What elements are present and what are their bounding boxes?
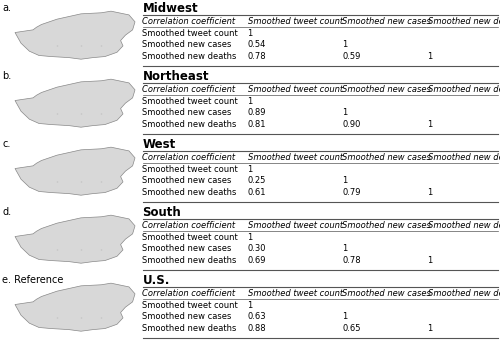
Text: Correlation coefficient: Correlation coefficient: [142, 221, 236, 230]
Text: 0.78: 0.78: [248, 52, 266, 61]
Text: 0.61: 0.61: [248, 188, 266, 197]
Text: a.: a.: [2, 3, 12, 13]
Text: 1: 1: [248, 29, 253, 37]
Text: 0.54: 0.54: [248, 40, 266, 49]
Text: 0.78: 0.78: [342, 256, 361, 265]
Text: Smoothed tweet count: Smoothed tweet count: [142, 29, 238, 37]
Text: Smoothed tweet count: Smoothed tweet count: [142, 165, 238, 173]
Text: e. Reference: e. Reference: [2, 275, 64, 285]
Text: c.: c.: [2, 139, 11, 149]
Text: 0.59: 0.59: [342, 52, 361, 61]
Text: 1: 1: [342, 244, 348, 253]
Text: 1: 1: [342, 40, 348, 49]
Text: 1: 1: [428, 52, 433, 61]
Text: West: West: [142, 138, 176, 151]
Text: Smoothed new cases: Smoothed new cases: [142, 312, 232, 321]
Text: Smoothed tweet count: Smoothed tweet count: [142, 301, 238, 309]
Polygon shape: [15, 79, 135, 127]
Text: Smoothed tweet count: Smoothed tweet count: [142, 233, 238, 241]
Text: 0.90: 0.90: [342, 120, 361, 129]
Text: South: South: [142, 206, 181, 219]
Text: 1: 1: [248, 301, 253, 309]
Text: 1: 1: [248, 97, 253, 105]
Text: 1: 1: [248, 165, 253, 173]
Text: 1: 1: [428, 120, 433, 129]
Text: 0.30: 0.30: [248, 244, 266, 253]
Text: 1: 1: [342, 312, 348, 321]
Text: 0.88: 0.88: [248, 324, 266, 333]
Text: Smoothed new deaths: Smoothed new deaths: [142, 120, 237, 129]
Text: Smoothed new deaths: Smoothed new deaths: [142, 52, 237, 61]
Text: Smoothed new deaths: Smoothed new deaths: [428, 221, 500, 230]
Text: Smoothed new deaths: Smoothed new deaths: [142, 324, 237, 333]
Text: Smoothed new deaths: Smoothed new deaths: [428, 17, 500, 26]
Polygon shape: [15, 215, 135, 263]
Text: Smoothed new cases: Smoothed new cases: [342, 221, 432, 230]
Text: Smoothed new deaths: Smoothed new deaths: [142, 188, 237, 197]
Text: 1: 1: [248, 233, 253, 241]
Text: Smoothed tweet count: Smoothed tweet count: [248, 221, 342, 230]
Text: Smoothed new cases: Smoothed new cases: [142, 40, 232, 49]
Text: Smoothed tweet count: Smoothed tweet count: [248, 17, 342, 26]
Text: Northeast: Northeast: [142, 70, 209, 83]
Text: Smoothed new cases: Smoothed new cases: [342, 289, 432, 298]
Text: b.: b.: [2, 71, 12, 81]
Text: Correlation coefficient: Correlation coefficient: [142, 153, 236, 162]
Text: Smoothed tweet count: Smoothed tweet count: [248, 153, 342, 162]
Text: 1: 1: [428, 188, 433, 197]
Text: Correlation coefficient: Correlation coefficient: [142, 17, 236, 26]
Text: Smoothed new cases: Smoothed new cases: [342, 153, 432, 162]
Text: 0.89: 0.89: [248, 108, 266, 117]
Text: d.: d.: [2, 207, 12, 217]
Text: Correlation coefficient: Correlation coefficient: [142, 85, 236, 94]
Text: Smoothed tweet count: Smoothed tweet count: [248, 85, 342, 94]
Text: Smoothed tweet count: Smoothed tweet count: [142, 97, 238, 105]
Text: Midwest: Midwest: [142, 2, 198, 15]
Text: 1: 1: [428, 324, 433, 333]
Text: 0.25: 0.25: [248, 176, 266, 185]
Text: Smoothed new deaths: Smoothed new deaths: [428, 85, 500, 94]
Polygon shape: [15, 147, 135, 195]
Text: 0.79: 0.79: [342, 188, 361, 197]
Text: Smoothed new cases: Smoothed new cases: [142, 244, 232, 253]
Polygon shape: [15, 11, 135, 59]
Text: Smoothed new deaths: Smoothed new deaths: [428, 153, 500, 162]
Text: Smoothed new cases: Smoothed new cases: [342, 85, 432, 94]
Text: Smoothed new deaths: Smoothed new deaths: [428, 289, 500, 298]
Text: 0.81: 0.81: [248, 120, 266, 129]
Text: 0.69: 0.69: [248, 256, 266, 265]
Text: Smoothed new deaths: Smoothed new deaths: [142, 256, 237, 265]
Text: Smoothed new cases: Smoothed new cases: [142, 176, 232, 185]
Text: Smoothed new cases: Smoothed new cases: [342, 17, 432, 26]
Text: Smoothed new cases: Smoothed new cases: [142, 108, 232, 117]
Text: 1: 1: [342, 176, 348, 185]
Polygon shape: [15, 283, 135, 331]
Text: Smoothed tweet count: Smoothed tweet count: [248, 289, 342, 298]
Text: 0.65: 0.65: [342, 324, 361, 333]
Text: 1: 1: [428, 256, 433, 265]
Text: 0.63: 0.63: [248, 312, 266, 321]
Text: 1: 1: [342, 108, 348, 117]
Text: Correlation coefficient: Correlation coefficient: [142, 289, 236, 298]
Text: U.S.: U.S.: [142, 274, 170, 287]
